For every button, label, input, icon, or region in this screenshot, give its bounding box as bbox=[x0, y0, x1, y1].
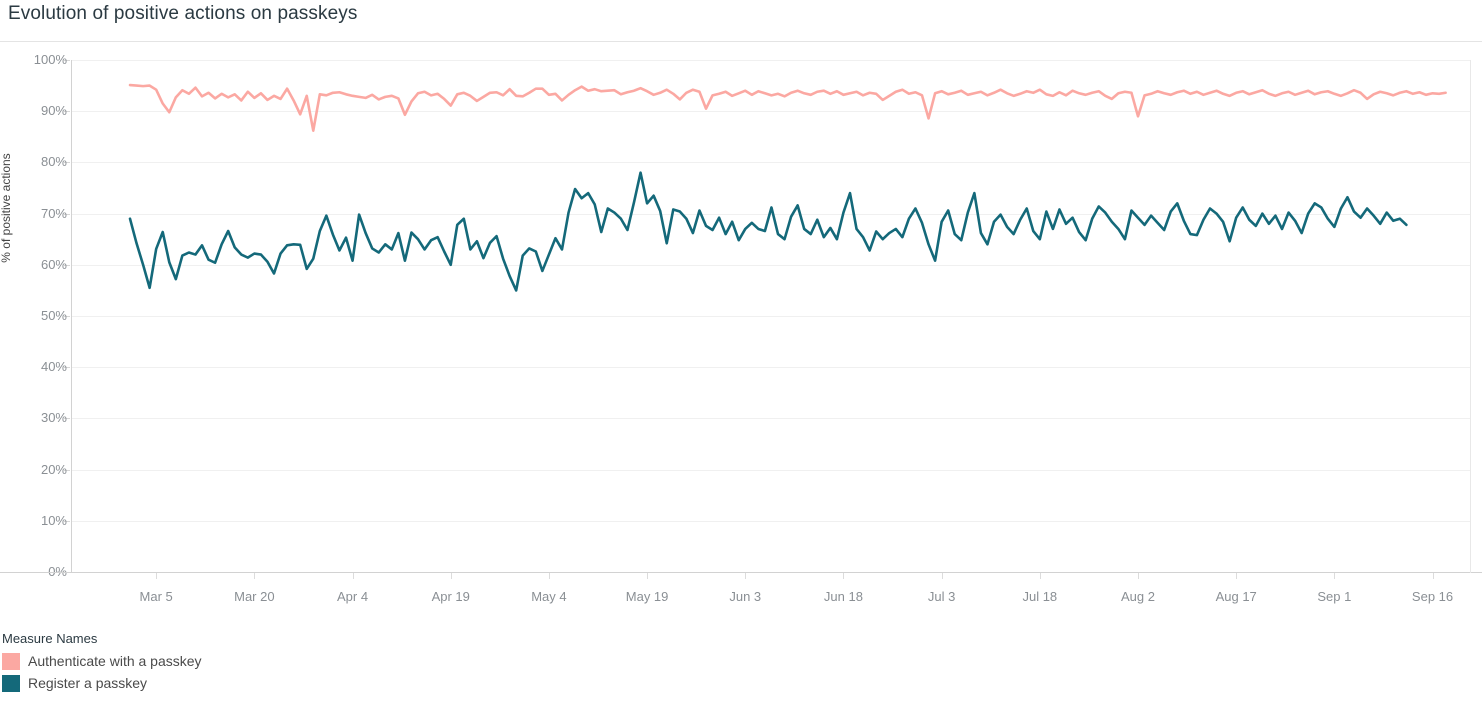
y-tick-label: 30% bbox=[40, 410, 67, 426]
y-tick-mark bbox=[64, 162, 70, 164]
x-tick-label: Sep 16 bbox=[1411, 589, 1454, 604]
y-tick-mark bbox=[64, 418, 70, 420]
legend-item[interactable]: Register a passkey bbox=[0, 672, 400, 694]
y-tick-label: 60% bbox=[40, 256, 67, 272]
gridline bbox=[71, 418, 1470, 420]
y-tick-mark bbox=[64, 367, 70, 369]
y-tick-mark bbox=[64, 213, 70, 215]
x-tick-mark bbox=[352, 573, 354, 579]
title-divider bbox=[0, 41, 1482, 42]
gridline bbox=[71, 111, 1470, 113]
x-tick-label: Jul 3 bbox=[927, 589, 956, 604]
x-tick-label: Aug 17 bbox=[1215, 589, 1257, 604]
x-tick-label: Sep 1 bbox=[1317, 589, 1352, 604]
gridline bbox=[71, 316, 1470, 317]
series-lines bbox=[128, 83, 1447, 292]
y-tick-mark bbox=[64, 264, 70, 266]
y-tick-label: 80% bbox=[40, 154, 67, 170]
legend: Measure Names Authenticate with a passke… bbox=[0, 631, 400, 694]
legend-item[interactable]: Authenticate with a passkey bbox=[0, 650, 400, 672]
x-tick-mark bbox=[548, 573, 550, 579]
x-tick-mark bbox=[1236, 573, 1238, 579]
y-tick-label: 20% bbox=[40, 461, 67, 477]
gridline bbox=[71, 520, 1470, 522]
y-axis-line bbox=[71, 60, 72, 573]
x-tick-label: Jul 18 bbox=[1022, 589, 1058, 604]
y-tick-mark bbox=[64, 60, 70, 61]
gridline bbox=[71, 162, 1470, 164]
x-tick-label: Jun 3 bbox=[729, 589, 762, 604]
x-tick-mark bbox=[1334, 573, 1336, 579]
x-tick-mark bbox=[745, 573, 747, 579]
x-tick-mark bbox=[1039, 573, 1041, 579]
y-tick-label: 0% bbox=[48, 564, 67, 579]
y-tick-mark bbox=[64, 316, 70, 317]
x-tick-label: May 4 bbox=[531, 589, 567, 604]
legend-rows: Authenticate with a passkey Register a pa… bbox=[0, 650, 400, 694]
x-tick-label: Apr 4 bbox=[336, 589, 369, 604]
gridline bbox=[71, 367, 1470, 369]
legend-item-label: Authenticate with a passkey bbox=[28, 653, 202, 669]
y-tick-label: 100% bbox=[33, 52, 67, 67]
y-tick-mark bbox=[64, 520, 70, 522]
gridline bbox=[71, 60, 1470, 61]
x-tick-label: May 19 bbox=[625, 589, 669, 604]
series-line bbox=[128, 171, 1408, 292]
gridline bbox=[71, 469, 1470, 471]
x-tick-mark bbox=[254, 573, 256, 579]
y-tick-label: 10% bbox=[40, 512, 67, 528]
chart-plot-area: % of positive actions 0% 10% 20% 30% 40% 50% 6… bbox=[0, 41, 1482, 621]
legend-color-swatch bbox=[2, 674, 20, 692]
series-line bbox=[128, 83, 1447, 132]
x-tick-mark bbox=[1138, 573, 1139, 579]
legend-color-swatch bbox=[2, 652, 20, 670]
x-tick-label: Apr 19 bbox=[431, 589, 470, 604]
x-tick-mark bbox=[843, 573, 845, 579]
x-axis-line bbox=[0, 572, 1482, 573]
y-tick-label: 90% bbox=[40, 103, 67, 119]
x-tick-label: Jun 18 bbox=[823, 589, 863, 604]
x-tick-label: Aug 2 bbox=[1121, 589, 1155, 604]
gridline bbox=[71, 264, 1470, 266]
x-tick-label: Mar 20 bbox=[234, 589, 275, 604]
x-tick-mark bbox=[156, 573, 158, 579]
x-tick-mark bbox=[1432, 573, 1434, 579]
page-title: Evolution of positive actions on passkey… bbox=[8, 3, 358, 24]
y-tick-mark bbox=[64, 111, 70, 113]
x-tick-mark bbox=[647, 573, 649, 579]
legend-title: Measure Names bbox=[2, 631, 98, 646]
y-tick-label: 70% bbox=[40, 205, 67, 221]
x-tick-mark bbox=[450, 573, 452, 579]
y-tick-mark bbox=[64, 469, 70, 471]
y-tick-label: 50% bbox=[40, 308, 67, 323]
x-tick-label: Mar 5 bbox=[139, 589, 173, 604]
legend-item-label: Register a passkey bbox=[28, 675, 148, 691]
right-axis-line bbox=[1470, 60, 1471, 573]
y-tick-label: 40% bbox=[40, 359, 67, 375]
x-tick-mark bbox=[941, 573, 943, 579]
